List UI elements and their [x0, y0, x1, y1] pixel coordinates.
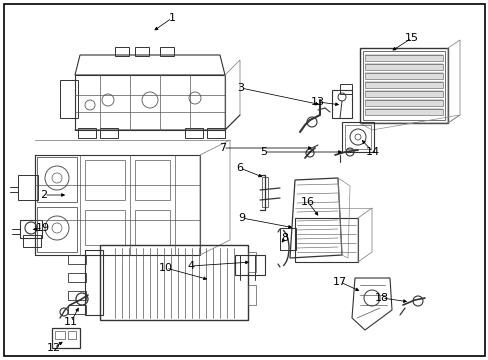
Text: 13: 13: [310, 97, 325, 107]
Bar: [85, 160, 125, 200]
Bar: [37, 207, 77, 252]
Bar: [345, 125, 370, 149]
Text: 16: 16: [301, 197, 314, 207]
Bar: [364, 64, 442, 70]
Bar: [135, 47, 149, 56]
Bar: [339, 84, 351, 94]
Bar: [85, 210, 125, 245]
Bar: [206, 128, 224, 138]
Text: 18: 18: [374, 293, 388, 303]
Bar: [135, 210, 170, 245]
Bar: [23, 235, 41, 247]
Bar: [20, 220, 42, 238]
Bar: [78, 128, 96, 138]
Text: 4: 4: [187, 261, 194, 271]
Bar: [341, 122, 373, 152]
Text: 11: 11: [64, 317, 78, 327]
Bar: [100, 128, 118, 138]
Bar: [364, 91, 442, 97]
Bar: [280, 228, 295, 250]
Text: 2: 2: [41, 190, 47, 200]
Bar: [55, 331, 65, 339]
Bar: [60, 80, 78, 118]
Bar: [135, 160, 170, 200]
Text: 9: 9: [238, 213, 245, 223]
Bar: [115, 47, 129, 56]
Text: 6: 6: [236, 163, 243, 173]
Bar: [364, 73, 442, 79]
Bar: [364, 109, 442, 115]
Bar: [362, 51, 444, 120]
Bar: [364, 55, 442, 61]
Bar: [247, 285, 256, 305]
Text: 3: 3: [237, 83, 244, 93]
Text: 5: 5: [260, 147, 267, 157]
Text: 10: 10: [159, 263, 173, 273]
Text: 14: 14: [365, 147, 379, 157]
Text: 8: 8: [281, 233, 288, 243]
Bar: [364, 82, 442, 88]
Text: 1: 1: [168, 13, 175, 23]
Bar: [37, 157, 77, 202]
Bar: [100, 245, 247, 320]
Text: 7: 7: [219, 143, 226, 153]
Bar: [68, 305, 86, 314]
Text: 17: 17: [332, 277, 346, 287]
Bar: [68, 255, 86, 264]
Text: 19: 19: [36, 223, 50, 233]
Bar: [359, 48, 447, 123]
Bar: [247, 252, 256, 272]
Bar: [85, 250, 103, 315]
Bar: [68, 291, 86, 300]
Bar: [184, 128, 203, 138]
Bar: [331, 90, 351, 118]
Bar: [262, 177, 267, 207]
Bar: [364, 100, 442, 106]
Bar: [235, 255, 264, 275]
Bar: [52, 328, 80, 348]
Text: 15: 15: [404, 33, 418, 43]
Bar: [160, 47, 174, 56]
Bar: [68, 273, 86, 282]
Bar: [68, 331, 76, 339]
Text: 12: 12: [47, 343, 61, 353]
